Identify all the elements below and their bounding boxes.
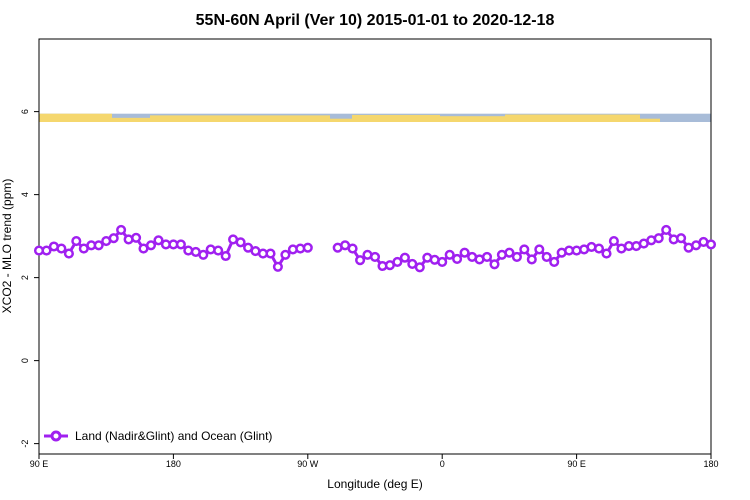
chart-title: 55N-60N April (Ver 10) 2015-01-01 to 202…	[196, 12, 555, 29]
land-band	[505, 114, 640, 122]
data-point	[220, 250, 231, 262]
data-point	[526, 254, 537, 265]
legend-label: Land (Nadir&Glint) and Ocean (Glint)	[75, 429, 272, 443]
data-point	[347, 243, 358, 254]
data-point	[444, 249, 455, 260]
data-point	[511, 251, 522, 262]
x-tick-label: 180	[166, 459, 181, 469]
data-point	[355, 255, 366, 266]
data-point	[93, 240, 104, 251]
data-point	[213, 245, 224, 256]
land-band	[640, 118, 660, 122]
y-tick-label: 2	[20, 275, 30, 280]
data-point	[198, 249, 209, 260]
legend-marker-swatch	[50, 430, 62, 442]
y-axis: -2 0 2 4 6	[20, 109, 39, 448]
data-point	[541, 251, 552, 262]
data-point	[153, 235, 164, 246]
data-point	[593, 243, 605, 254]
data-point	[145, 240, 157, 251]
data-point	[452, 253, 463, 264]
land-band	[440, 116, 505, 122]
land-band	[112, 117, 150, 122]
legend: Land (Nadir&Glint) and Ocean (Glint)	[44, 429, 272, 443]
data-point	[116, 224, 127, 235]
data-point	[676, 233, 687, 244]
x-axis-label: Longitude (deg E)	[327, 477, 422, 491]
land-band	[352, 114, 440, 122]
y-axis-label: XCO2 - MLO trend (ppm)	[0, 179, 14, 314]
data-point	[705, 239, 717, 250]
land-ocean-strip	[39, 113, 711, 122]
data-point	[302, 242, 313, 253]
data-point	[481, 251, 493, 262]
data-point	[414, 262, 425, 273]
y-tick-label: 4	[20, 192, 30, 197]
x-tick-label: 180	[703, 459, 718, 469]
data-point	[437, 256, 448, 267]
data-point	[661, 224, 672, 235]
data-point	[280, 249, 291, 260]
data-point	[399, 252, 410, 263]
data-point	[489, 259, 500, 270]
data-point	[108, 233, 119, 244]
x-tick-label: 90 W	[297, 459, 319, 469]
x-axis: 90 E 180 90 W 0 90 E 180	[30, 454, 719, 469]
data-point	[71, 236, 82, 247]
data-point	[63, 248, 74, 259]
data-point	[549, 256, 560, 267]
land-band	[330, 118, 352, 122]
series-layer	[33, 224, 717, 273]
x-tick-label: 90 E	[567, 459, 586, 469]
data-point	[131, 232, 142, 243]
data-point	[175, 239, 186, 250]
data-point	[653, 233, 664, 244]
data-point	[235, 237, 246, 248]
data-point	[534, 244, 545, 255]
land-band	[150, 115, 330, 122]
data-point	[392, 256, 403, 267]
data-point	[608, 236, 619, 247]
data-point	[459, 247, 470, 258]
data-point	[41, 245, 52, 256]
data-point	[272, 261, 283, 272]
data-point	[369, 251, 381, 262]
data-point	[56, 243, 67, 254]
x-tick-label: 0	[440, 459, 445, 469]
data-point	[265, 248, 276, 259]
data-point	[519, 244, 530, 255]
x-tick-label: 90 E	[30, 459, 49, 469]
y-tick-label: -2	[20, 440, 30, 448]
data-point	[504, 247, 515, 258]
land-band	[39, 113, 112, 122]
data-point	[601, 248, 612, 259]
y-tick-label: 6	[20, 109, 30, 114]
y-tick-label: 0	[20, 358, 30, 363]
